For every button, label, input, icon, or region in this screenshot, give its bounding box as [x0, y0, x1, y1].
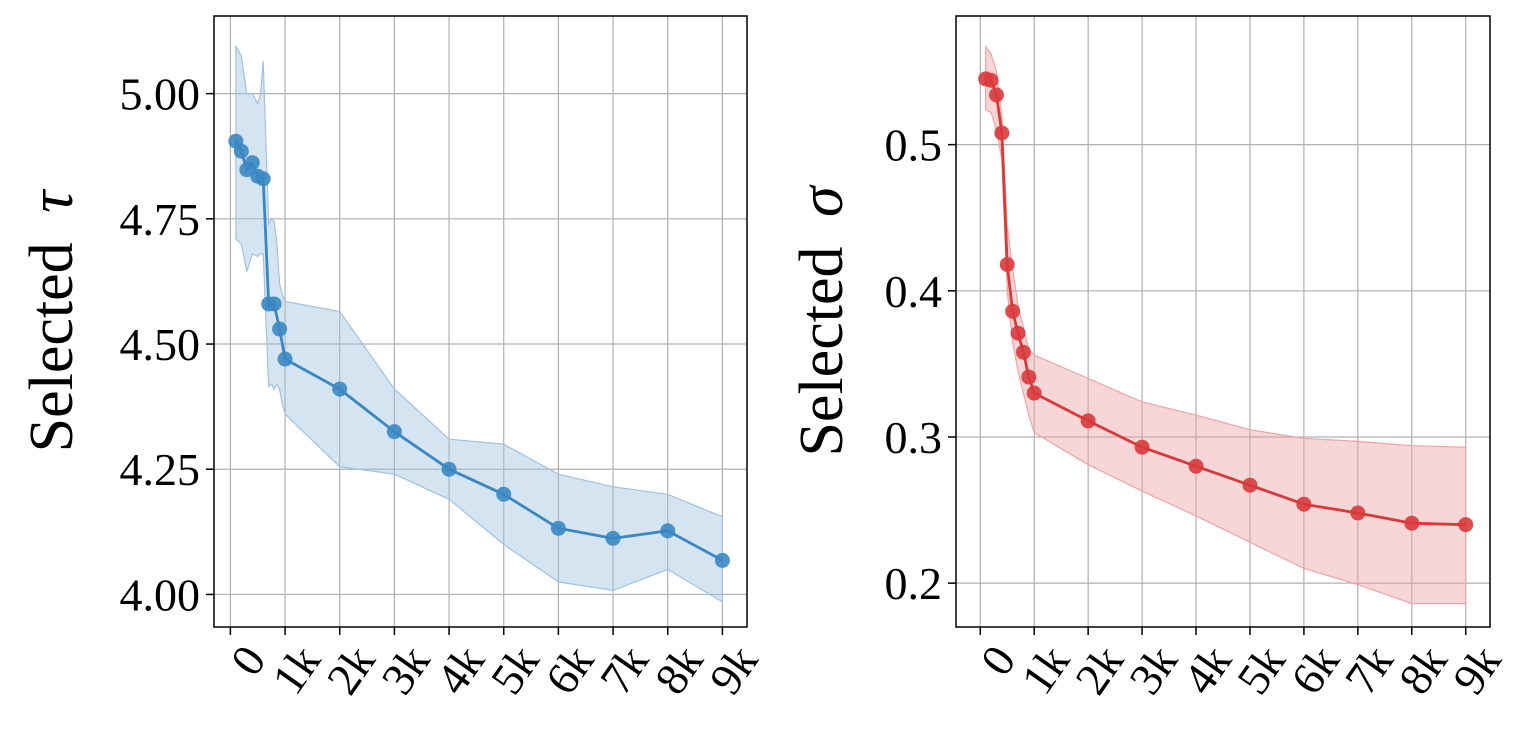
- y-tick-label: 4.25: [120, 444, 201, 495]
- sigma-data-point: [1134, 439, 1150, 455]
- tau-data-point: [277, 351, 293, 367]
- tau-data-point: [233, 143, 249, 159]
- y-tick-label: 0.3: [885, 412, 943, 463]
- tau-data-point: [332, 381, 348, 397]
- sigma-data-point: [1242, 477, 1258, 493]
- y-axis-label-symbol: σ: [788, 184, 856, 217]
- sigma-data-point: [988, 87, 1004, 103]
- y-tick-label: 5.00: [120, 69, 201, 120]
- tau-data-point: [266, 296, 282, 312]
- y-tick-label: 0.4: [885, 266, 943, 317]
- sigma-confidence-band: [985, 44, 1467, 605]
- axes-frame: [955, 15, 1491, 628]
- y-tick-label: 4.00: [120, 569, 201, 620]
- tau-confidence-band: [235, 45, 723, 604]
- sigma-data-point: [1404, 515, 1420, 531]
- sigma-data-point: [1080, 413, 1096, 429]
- sigma-data-point: [1026, 385, 1042, 401]
- y-tick-label: 4.75: [120, 194, 201, 245]
- tau-panel: 4.004.254.504.755.0001k2k3k4k5k6k7k8k9kS…: [18, 15, 767, 703]
- y-axis-label-symbol: τ: [18, 188, 86, 213]
- tau-data-point: [441, 461, 457, 477]
- y-axis-label: Selected σ: [788, 184, 856, 457]
- sigma-data-point: [999, 256, 1015, 272]
- x-tick-label: 9k: [699, 636, 767, 703]
- y-tick-label: 4.50: [120, 319, 201, 370]
- sigma-data-point: [1010, 325, 1026, 341]
- sigma-data-point: [1015, 344, 1031, 360]
- y-tick-label: 0.2: [885, 558, 943, 609]
- tau-data-point: [386, 424, 402, 440]
- sigma-data-point: [1350, 505, 1366, 521]
- tau-data-point: [255, 171, 271, 187]
- tau-data-point: [550, 520, 566, 536]
- y-axis-label-text: Selected: [788, 231, 856, 457]
- axes-frame: [213, 15, 748, 628]
- sigma-data-point: [1021, 369, 1037, 385]
- sigma-data-point: [983, 72, 999, 88]
- sigma-data-point: [1458, 517, 1474, 533]
- tau-data-point: [714, 552, 730, 568]
- tau-data-point: [496, 486, 512, 502]
- sigma-data-point: [1005, 303, 1021, 319]
- sigma-data-point: [1296, 496, 1312, 512]
- sigma-data-point: [994, 125, 1010, 141]
- y-tick-label: 0.5: [885, 120, 943, 171]
- tau-data-point: [244, 155, 260, 171]
- sigma-data-point: [1188, 458, 1204, 474]
- y-axis-label-text: Selected: [18, 227, 86, 453]
- y-axis-label: Selected τ: [18, 188, 86, 453]
- tau-data-point: [272, 321, 288, 337]
- tau-data-point: [605, 530, 621, 546]
- x-tick-label: 9k: [1443, 636, 1511, 703]
- tau-data-point: [660, 523, 676, 539]
- sigma-panel: 0.20.30.40.501k2k3k4k5k6k7k8k9kSelected …: [788, 15, 1511, 703]
